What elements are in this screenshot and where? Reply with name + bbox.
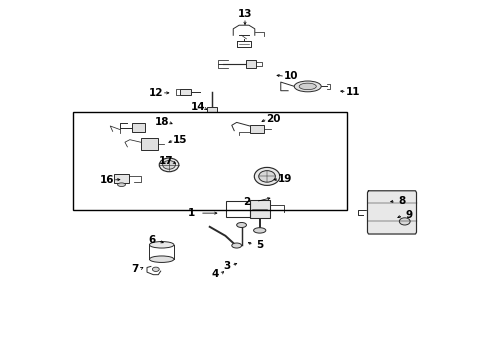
- Text: 4: 4: [212, 269, 220, 279]
- Text: 1: 1: [188, 208, 195, 218]
- Text: 12: 12: [148, 88, 163, 98]
- Text: 11: 11: [345, 87, 360, 97]
- Ellipse shape: [237, 222, 246, 228]
- Text: 10: 10: [284, 71, 299, 81]
- Text: 15: 15: [173, 135, 188, 145]
- Ellipse shape: [254, 167, 280, 185]
- Ellipse shape: [254, 228, 266, 233]
- Text: 6: 6: [148, 235, 155, 246]
- Text: 19: 19: [278, 174, 293, 184]
- Text: 7: 7: [131, 264, 139, 274]
- Text: 9: 9: [406, 210, 413, 220]
- Text: 20: 20: [266, 114, 281, 124]
- Text: 8: 8: [398, 196, 405, 206]
- Bar: [114, 174, 129, 183]
- Text: 3: 3: [224, 261, 231, 271]
- Ellipse shape: [152, 267, 159, 271]
- Bar: [73, 112, 347, 210]
- Ellipse shape: [299, 83, 317, 90]
- Ellipse shape: [118, 183, 125, 186]
- Bar: [141, 138, 158, 150]
- Bar: [250, 125, 264, 133]
- Bar: [132, 123, 145, 132]
- Ellipse shape: [149, 256, 174, 262]
- Text: 2: 2: [244, 197, 250, 207]
- Text: 14: 14: [191, 102, 206, 112]
- Ellipse shape: [163, 161, 175, 169]
- Ellipse shape: [399, 218, 410, 225]
- Bar: [180, 89, 191, 95]
- Bar: [207, 107, 217, 112]
- Bar: [246, 60, 256, 68]
- Ellipse shape: [259, 171, 275, 182]
- Text: 18: 18: [154, 117, 169, 127]
- Polygon shape: [368, 191, 416, 234]
- Ellipse shape: [294, 81, 321, 92]
- Ellipse shape: [159, 158, 179, 172]
- Bar: [226, 201, 250, 217]
- Text: 5: 5: [256, 240, 263, 250]
- Text: 13: 13: [238, 9, 252, 19]
- Text: 16: 16: [99, 175, 114, 185]
- Bar: [250, 200, 270, 218]
- Text: 17: 17: [159, 156, 174, 166]
- Ellipse shape: [232, 243, 242, 248]
- Ellipse shape: [149, 242, 174, 248]
